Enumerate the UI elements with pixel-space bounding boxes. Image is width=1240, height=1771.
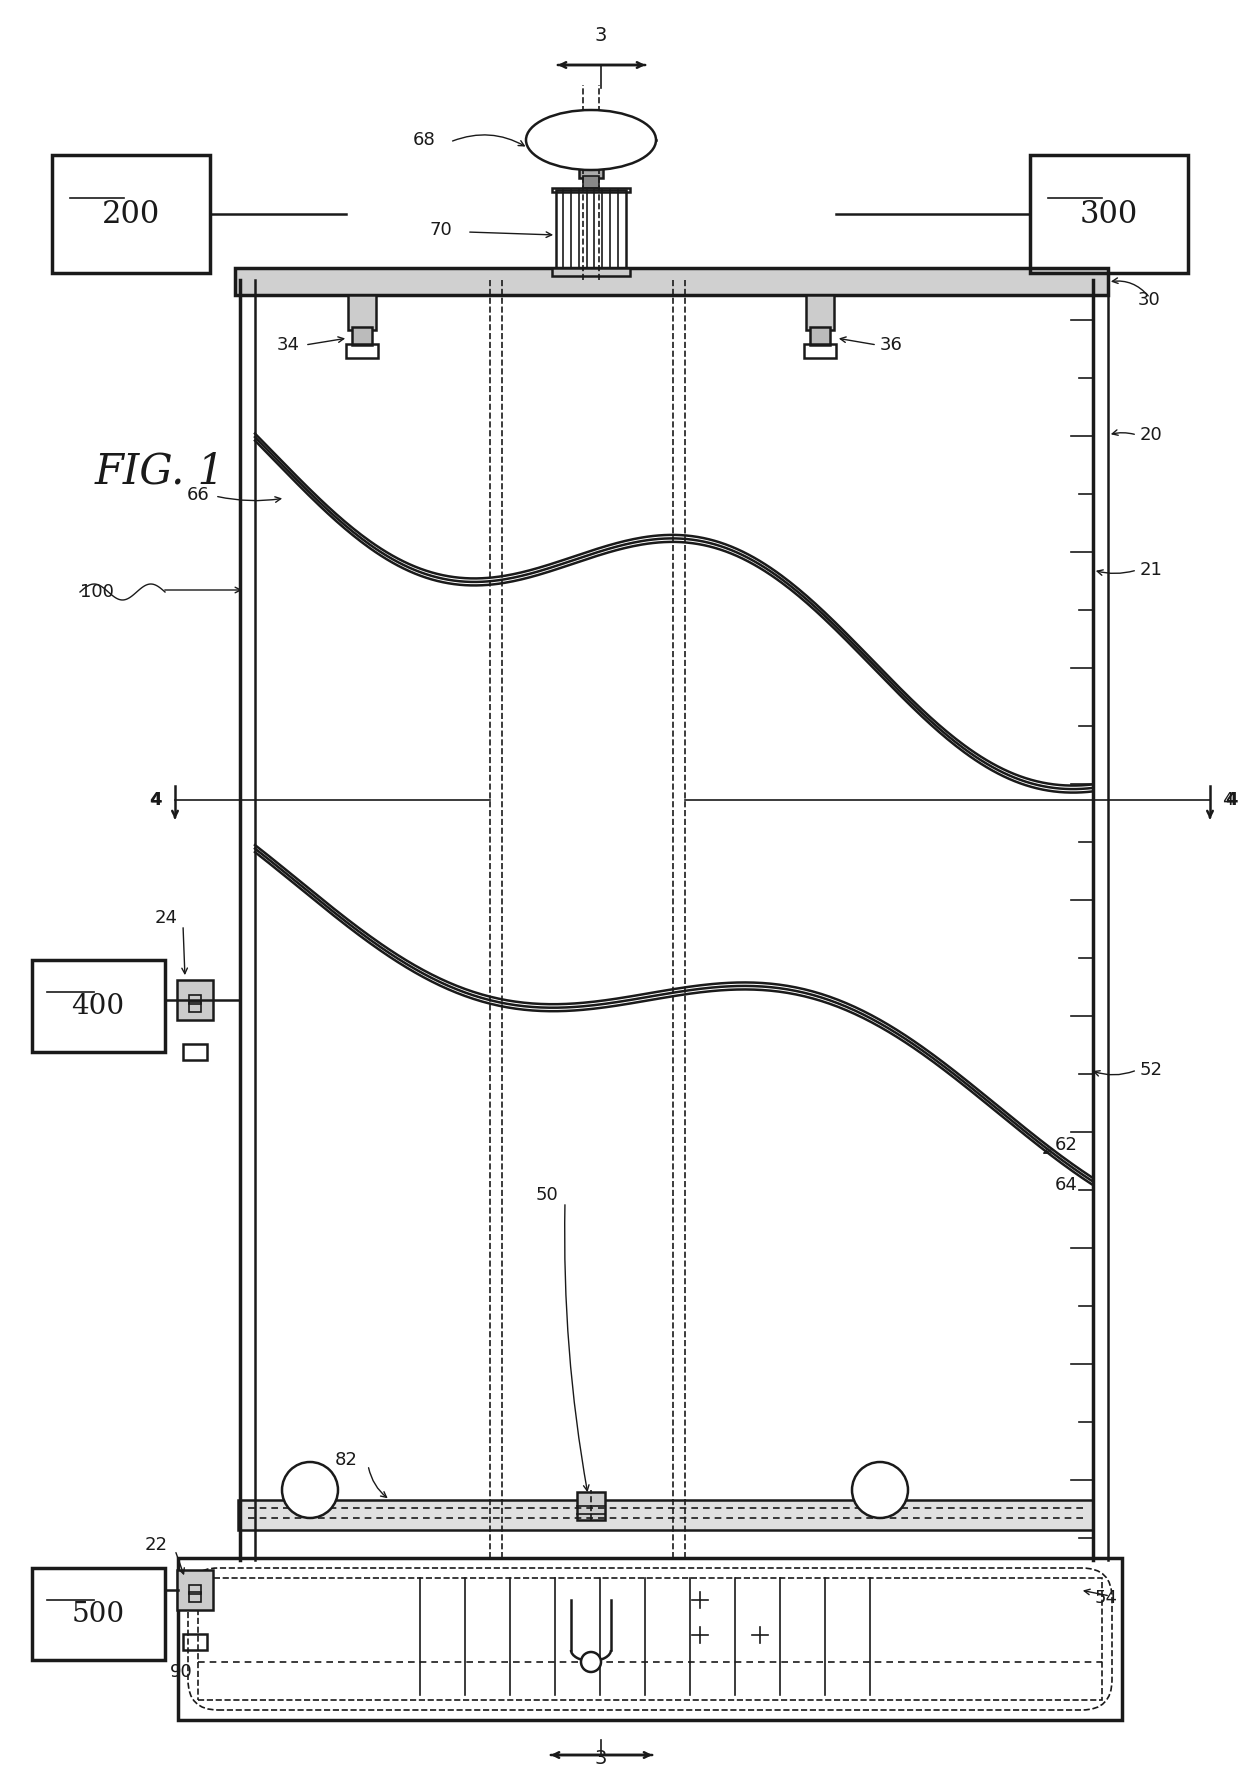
Bar <box>188 1585 201 1594</box>
Text: 4: 4 <box>1221 792 1234 809</box>
Bar <box>179 1558 1122 1720</box>
Bar <box>188 995 201 1004</box>
Ellipse shape <box>526 110 656 170</box>
Bar <box>52 156 210 273</box>
Circle shape <box>852 1463 908 1518</box>
Bar <box>188 1002 201 1011</box>
Bar <box>552 188 630 191</box>
Text: 300: 300 <box>1080 198 1138 230</box>
Bar <box>1030 156 1188 273</box>
Text: 52: 52 <box>1140 1061 1163 1079</box>
Text: 100: 100 <box>81 583 114 600</box>
Bar <box>346 344 378 358</box>
Bar <box>583 175 599 188</box>
Text: 36: 36 <box>880 336 903 354</box>
Text: 30: 30 <box>1138 290 1161 308</box>
Text: 82: 82 <box>335 1450 358 1468</box>
Text: 20: 20 <box>1140 427 1163 445</box>
Circle shape <box>281 1463 339 1518</box>
Text: 22: 22 <box>145 1535 167 1553</box>
Bar <box>236 267 1109 296</box>
Bar <box>806 296 835 329</box>
Bar <box>579 159 603 179</box>
Bar <box>804 344 836 358</box>
Bar <box>352 328 372 345</box>
Text: 54: 54 <box>1095 1589 1118 1606</box>
Bar <box>184 1635 207 1651</box>
Text: 50: 50 <box>536 1187 558 1204</box>
Text: 3: 3 <box>595 27 608 44</box>
Text: 4: 4 <box>1225 792 1238 809</box>
Bar <box>198 1578 1102 1700</box>
Bar <box>184 1043 207 1061</box>
Text: 68: 68 <box>412 131 435 149</box>
Circle shape <box>582 1652 601 1672</box>
Text: 4: 4 <box>150 792 162 809</box>
Text: FIG. 1: FIG. 1 <box>95 450 226 492</box>
Text: 62: 62 <box>1055 1135 1078 1155</box>
Bar <box>348 296 376 329</box>
Text: 500: 500 <box>72 1601 124 1628</box>
Text: 200: 200 <box>102 198 160 230</box>
Bar <box>32 1567 165 1659</box>
Bar <box>32 960 165 1052</box>
Bar <box>238 1500 1092 1530</box>
Text: 66: 66 <box>187 485 210 505</box>
Bar <box>188 1592 201 1603</box>
Text: 3: 3 <box>595 1750 608 1767</box>
Bar <box>552 267 630 276</box>
Text: 400: 400 <box>72 992 124 1020</box>
Text: 64: 64 <box>1055 1176 1078 1194</box>
Text: 90: 90 <box>170 1663 193 1681</box>
Text: 34: 34 <box>277 336 300 354</box>
Bar <box>177 979 213 1020</box>
Text: 70: 70 <box>429 221 453 239</box>
Bar <box>577 1491 605 1520</box>
Bar <box>177 1571 213 1610</box>
Text: 4: 4 <box>150 792 162 809</box>
Text: 24: 24 <box>155 909 179 926</box>
Bar <box>810 328 830 345</box>
Bar <box>556 189 626 267</box>
Text: 21: 21 <box>1140 561 1163 579</box>
